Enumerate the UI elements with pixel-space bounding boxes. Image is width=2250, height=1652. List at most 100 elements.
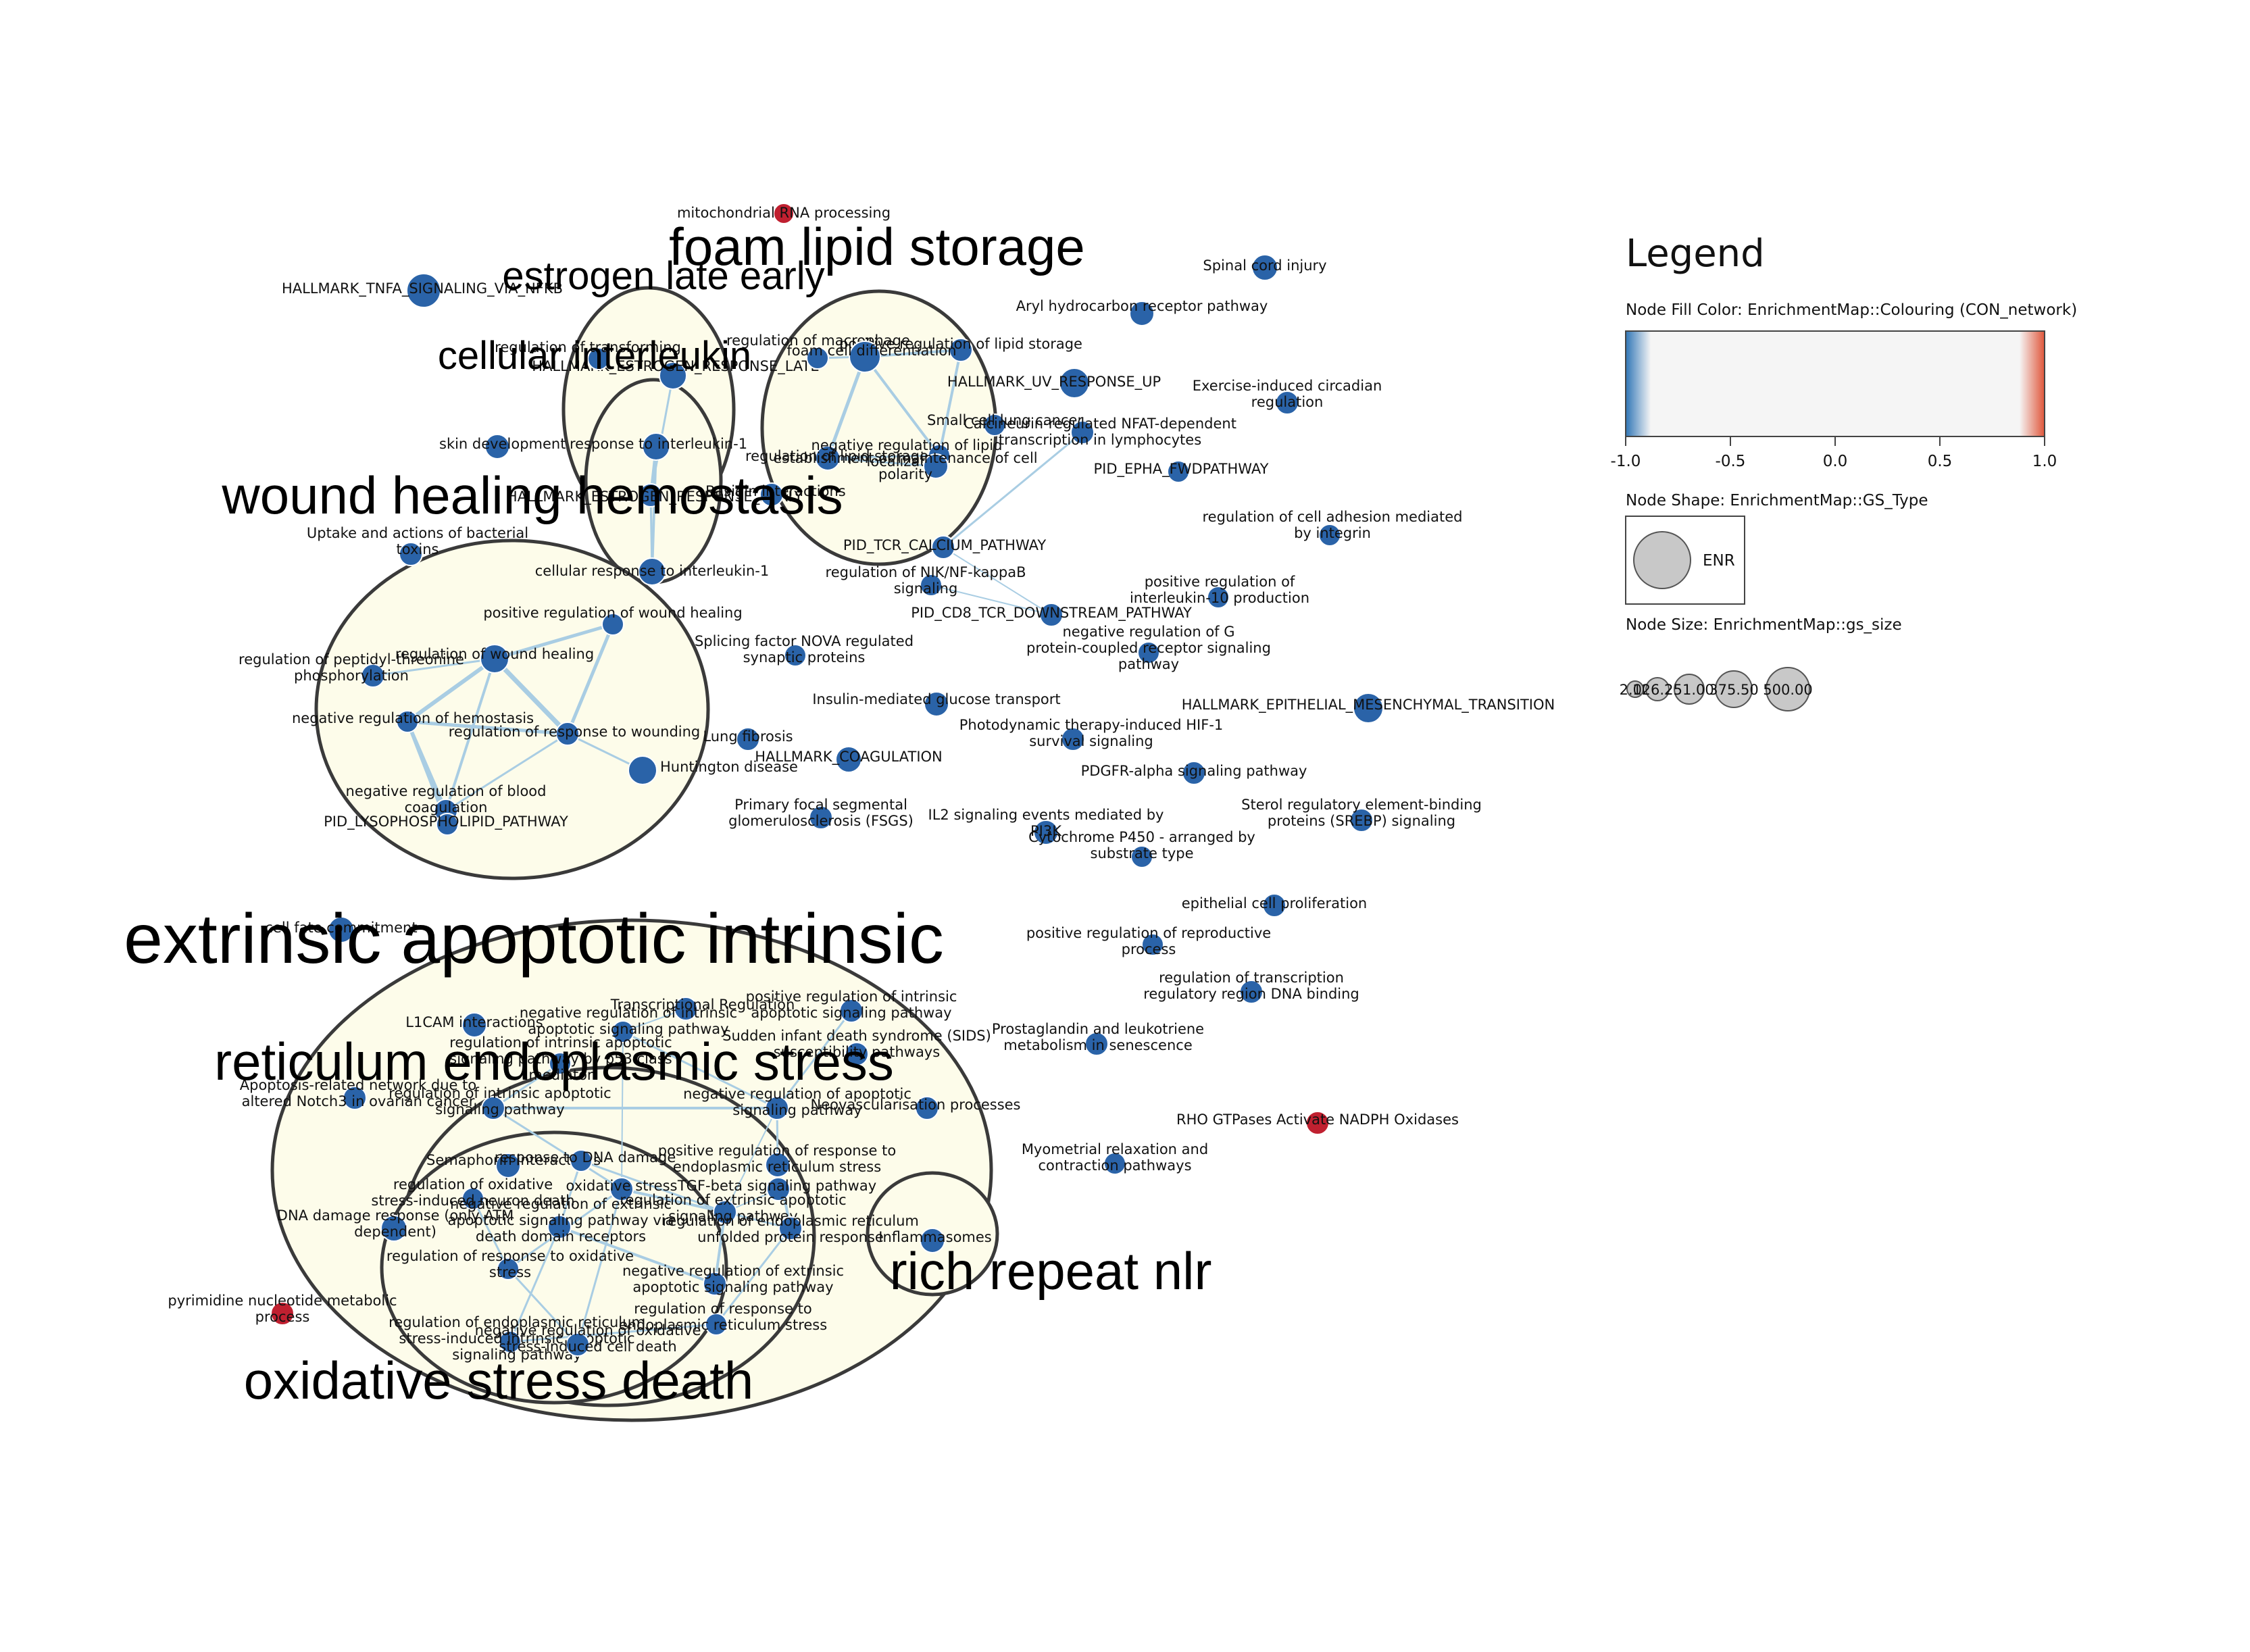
node-basigin-interactions[interactable]: Basigin interactions — [705, 482, 846, 507]
node-foam-cell-differentiation[interactable]: foam cell differentiation — [786, 341, 957, 373]
node-circle[interactable] — [547, 1215, 572, 1239]
node-sterol-regulatory-element-binding-proteins-srebp[interactable]: Sterol regulatory element-binding protein… — [1241, 797, 1482, 832]
node-regulation-of-response-to-oxidative-stress[interactable]: regulation of response to oxidative stres… — [386, 1248, 634, 1280]
node-primary-focal-segmental-glomerulosclerosis-fsgs[interactable]: Primary focal segmental glomerulosclerosi… — [728, 797, 914, 830]
node-circle[interactable] — [1318, 524, 1341, 547]
node-l1cam-interactions[interactable]: L1CAM interactions — [405, 1012, 543, 1038]
node-pid-epha-fwdpathway[interactable]: PID_EPHA_FWDPATHWAY — [1094, 460, 1269, 483]
node-response-to-dna-damage[interactable]: response to DNA damage — [495, 1149, 676, 1172]
node-insulin-mediated-glucose-transport[interactable]: Insulin-mediated glucose transport — [812, 691, 1061, 717]
node-circle[interactable] — [1070, 420, 1095, 445]
node-pid-lysophospholipid-pathway[interactable]: PID_LYSOPHOSPHOLIPID_PATHWAY — [324, 813, 568, 836]
node-circle[interactable] — [328, 916, 355, 943]
node-tgf-beta-signaling-pathway[interactable]: TGF-beta signaling pathway — [677, 1177, 876, 1201]
node-circle[interactable] — [759, 482, 784, 507]
node-circle[interactable] — [1103, 1152, 1126, 1175]
node-regulation-of-extrinsic-apoptotic-signaling-path[interactable]: regulation of extrinsic apoptotic signali… — [620, 1192, 847, 1224]
node-huntington-disease[interactable]: Huntington disease — [628, 755, 798, 785]
node-circle[interactable] — [809, 805, 833, 830]
node-circle[interactable] — [495, 1153, 521, 1178]
node-negative-regulation-of-intrinsic-apoptotic-signa[interactable]: negative regulation of intrinsic apoptoti… — [520, 1005, 737, 1043]
node-myometrial-relaxation-and-contraction-pathways[interactable]: Myometrial relaxation and contraction pat… — [1022, 1141, 1208, 1175]
node-cell-fate-commitment[interactable]: cell fate commitment — [265, 916, 418, 943]
node-circle[interactable] — [1137, 641, 1160, 664]
node-circle[interactable] — [461, 1187, 484, 1210]
node-circle[interactable] — [461, 1012, 487, 1038]
node-aryl-hydrocarbon-receptor-pathway[interactable]: Aryl hydrocarbon receptor pathway — [1016, 298, 1268, 326]
node-epithelial-cell-proliferation[interactable]: epithelial cell proliferation — [1182, 893, 1367, 918]
node-circle[interactable] — [480, 644, 509, 674]
node-negative-regulation-of-extrinsic-apoptotic-signa[interactable]: negative regulation of extrinsic apoptoti… — [622, 1263, 844, 1296]
node-cellular-response-to-interleukin-1[interactable]: cellular response to interleukin-1 — [535, 557, 770, 586]
node-regulation-of-lipid-storage[interactable]: regulation of lipid storage — [745, 445, 928, 471]
node-hallmark-estrogen-response-early[interactable]: HALLMARK_ESTROGEN_RESPONSE_EARLY — [507, 483, 803, 507]
node-positive-regulation-of-response-to-endoplasmic-r[interactable]: positive regulation of response to endopl… — [658, 1143, 896, 1178]
node-circle[interactable] — [705, 1313, 728, 1336]
node-circle[interactable] — [659, 361, 687, 390]
node-circle[interactable] — [587, 347, 610, 370]
node-circle[interactable] — [839, 999, 864, 1023]
node-circle[interactable] — [849, 341, 881, 373]
node-circle[interactable] — [484, 434, 510, 459]
node-circle[interactable] — [924, 691, 949, 717]
node-circle[interactable] — [1059, 368, 1090, 399]
node-circle[interactable] — [406, 273, 441, 308]
node-circle[interactable] — [778, 1216, 803, 1241]
node-circle[interactable] — [784, 644, 807, 667]
node-circle[interactable] — [845, 1042, 869, 1066]
node-circle[interactable] — [920, 1228, 945, 1253]
node-circle[interactable] — [481, 1096, 505, 1120]
node-circle[interactable] — [628, 755, 657, 785]
node-regulation-of-endoplasmic-reticulum-unfolded-pro[interactable]: regulation of endoplasmic reticulum unfol… — [662, 1213, 919, 1245]
node-circle[interactable] — [1262, 893, 1286, 918]
node-positive-regulation-of-wound-healing[interactable]: positive regulation of wound healing — [483, 605, 743, 636]
node-circle[interactable] — [923, 453, 949, 479]
node-circle[interactable] — [1349, 808, 1374, 832]
node-circle[interactable] — [601, 613, 624, 636]
node-circle[interactable] — [931, 535, 955, 559]
node-lung-fibrosis[interactable]: Lung fibrosis — [703, 727, 793, 751]
node-regulation-of-transforming[interactable]: regulation of transforming — [495, 339, 681, 370]
node-circle[interactable] — [1084, 1032, 1109, 1056]
node-circle[interactable] — [835, 746, 862, 773]
node-regulation-of-intrinsic-apoptotic-signaling-path[interactable]: regulation of intrinsic apoptotic signali… — [449, 1034, 672, 1083]
node-circle[interactable] — [1353, 693, 1384, 724]
node-circle[interactable] — [674, 997, 698, 1021]
node-circle[interactable] — [713, 1200, 737, 1224]
node-negative-regulation-of-apoptotic-signaling-pathw[interactable]: negative regulation of apoptotic signalin… — [683, 1086, 911, 1120]
node-inflammasomes[interactable]: Inflammasomes — [878, 1228, 992, 1253]
node-circle[interactable] — [703, 1272, 727, 1296]
node-spinal-cord-injury[interactable]: Spinal cord injury — [1203, 254, 1327, 281]
node-circle[interactable] — [1251, 254, 1278, 281]
node-circle[interactable] — [566, 1332, 590, 1357]
node-circle[interactable] — [1061, 727, 1085, 751]
node-circle[interactable] — [815, 445, 841, 471]
node-circle[interactable] — [1305, 1111, 1330, 1135]
node-circle[interactable] — [270, 1301, 295, 1326]
node-positive-regulation-of-reproductive-process[interactable]: positive regulation of reproductive proce… — [1026, 925, 1271, 957]
node-regulation-of-response-to-wounding[interactable]: regulation of response to wounding — [449, 722, 701, 746]
node-circle[interactable] — [343, 1086, 367, 1110]
node-hallmark-coagulation[interactable]: HALLMARK_COAGULATION — [755, 746, 943, 773]
node-hallmark-uv-response-up[interactable]: HALLMARK_UV_RESPONSE_UP — [947, 368, 1161, 399]
node-oxidative-stress[interactable]: oxidative stress — [566, 1177, 678, 1201]
node-circle[interactable] — [499, 1330, 522, 1353]
node-circle[interactable] — [1141, 933, 1164, 956]
node-circle[interactable] — [1275, 391, 1299, 415]
node-circle[interactable] — [1182, 761, 1206, 785]
node-negative-regulation-of-oxidative-stress-induced-[interactable]: negative regulation of oxidative stress-i… — [475, 1322, 701, 1357]
node-response-to-interleukin-1[interactable]: response to interleukin-1 — [570, 432, 747, 461]
node-circle[interactable] — [736, 727, 760, 751]
node-neovascularisation-processes[interactable]: Neovascularisation processes — [810, 1096, 1021, 1120]
node-negative-regulation-of-blood-coagulation[interactable]: negative regulation of blood coagulation — [346, 783, 547, 823]
node-circle[interactable] — [570, 1149, 593, 1172]
node-positive-regulation-of-lipid-storage[interactable]: positive regulation of lipid storage — [839, 336, 1082, 362]
node-circle[interactable] — [920, 574, 943, 597]
node-circle[interactable] — [1130, 845, 1153, 868]
node-circle[interactable] — [1033, 820, 1059, 845]
node-small-cell-lung-cancer[interactable]: Small cell lung cancer — [927, 412, 1083, 436]
node-rho-gtpases-activate-nadph-oxidases[interactable]: RHO GTPases Activate NADPH Oxidases — [1176, 1111, 1459, 1135]
node-regulation-of-intrinsic-apoptotic-signaling-path[interactable]: regulation of intrinsic apoptotic signali… — [389, 1085, 611, 1120]
node-regulation-of-nik-nf-kappab-signaling[interactable]: regulation of NIK/NF-kappaB signaling — [826, 564, 1026, 597]
